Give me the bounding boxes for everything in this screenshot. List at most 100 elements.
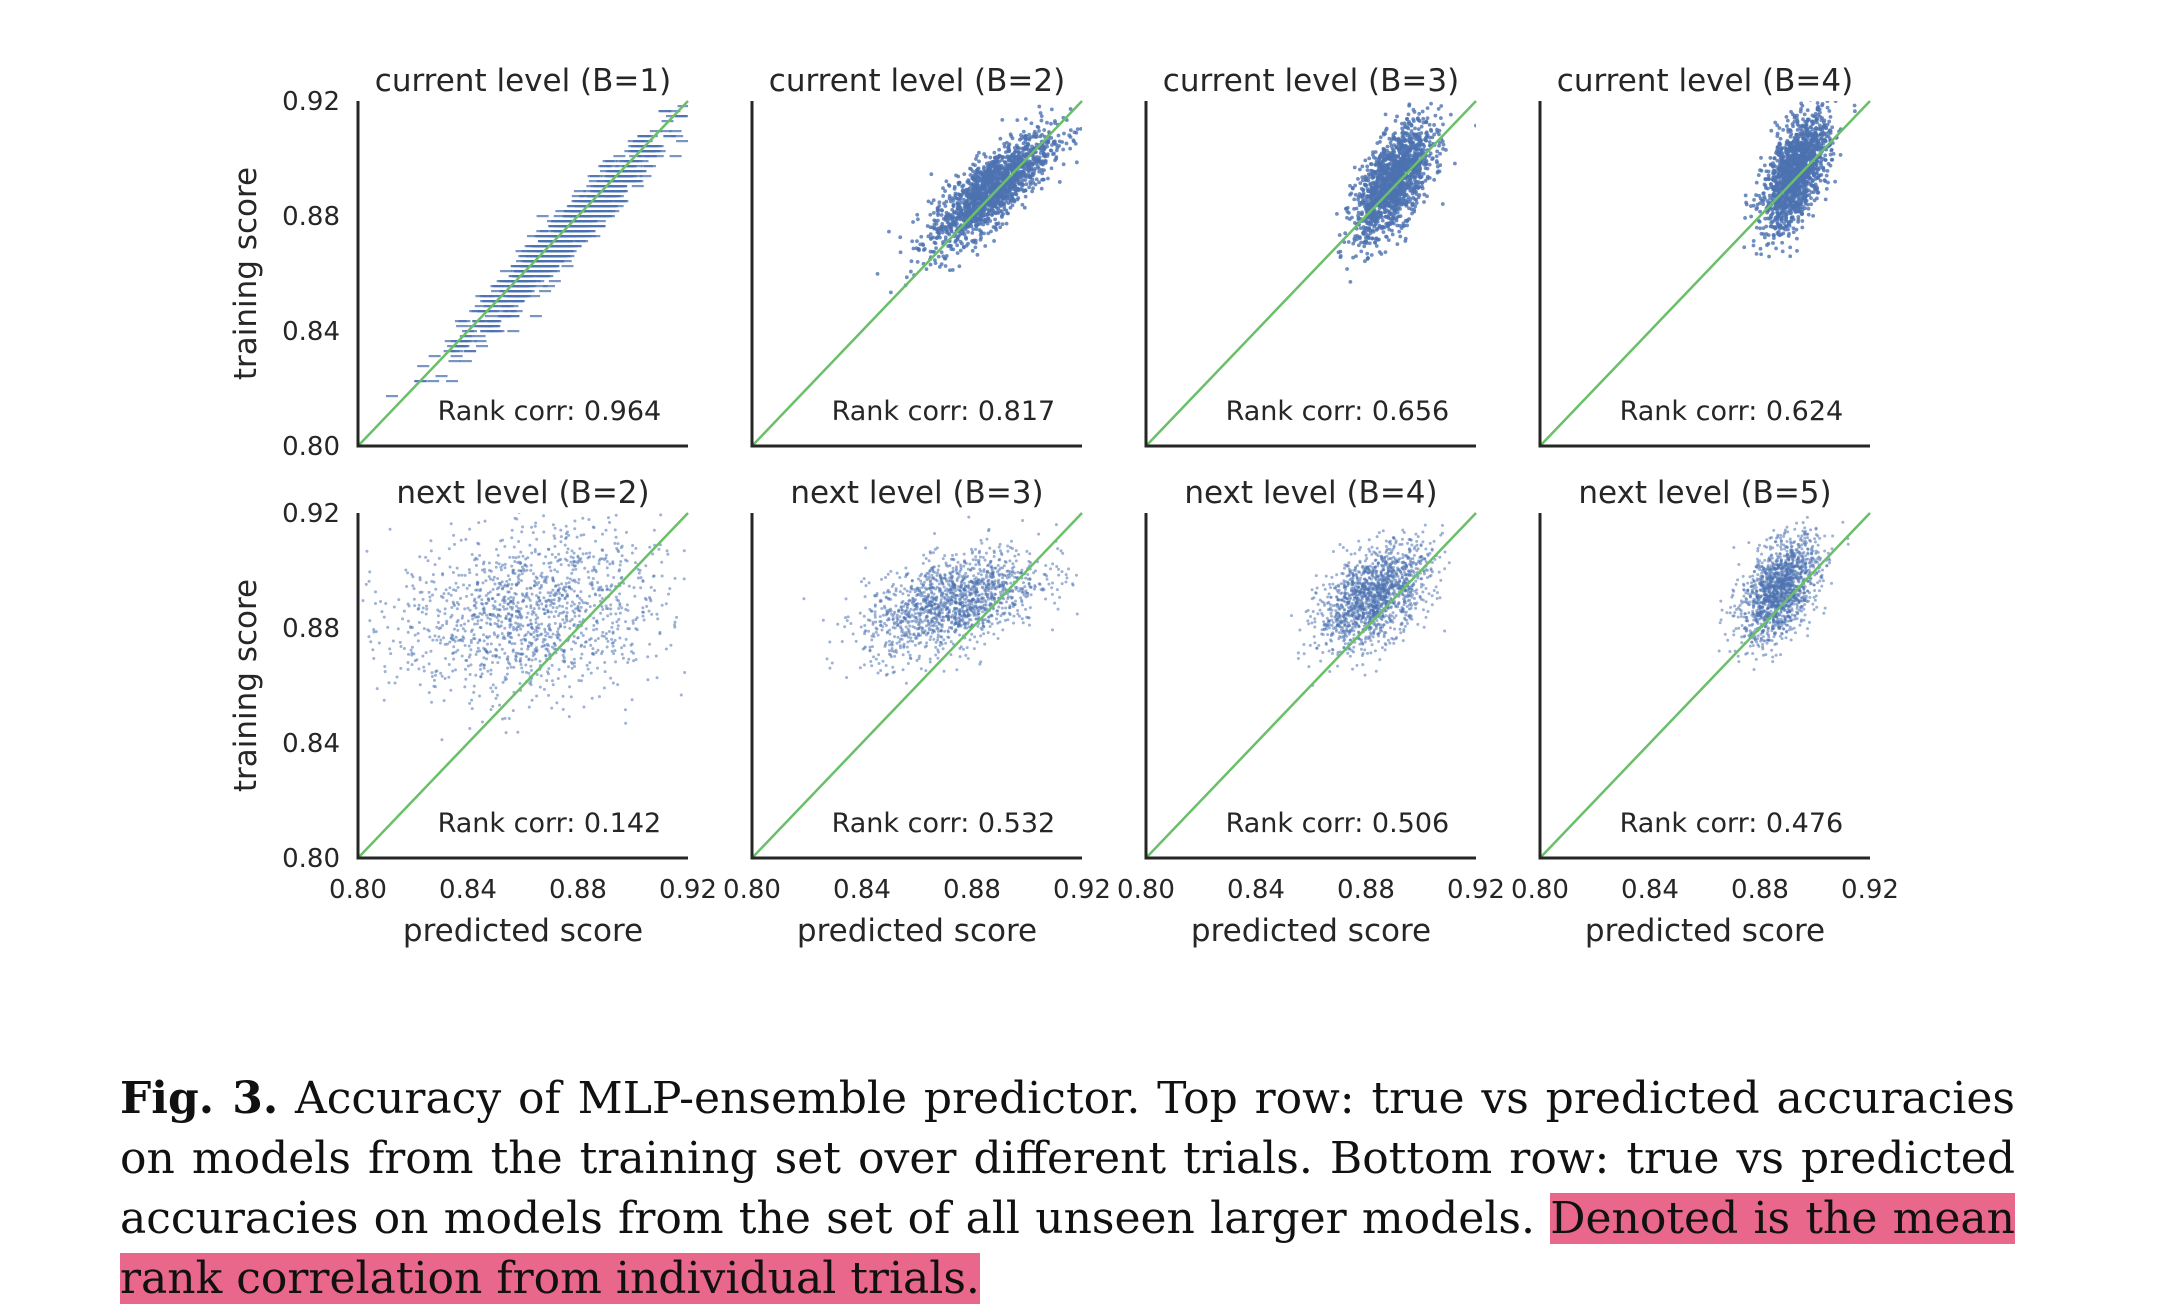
data-point	[1395, 242, 1399, 246]
data-point	[1420, 175, 1424, 179]
data-point	[1356, 177, 1360, 181]
data-point	[955, 243, 959, 247]
data-point	[507, 295, 519, 297]
data-point	[1432, 123, 1436, 127]
data-point	[1005, 168, 1009, 172]
data-point	[971, 177, 975, 181]
data-point	[1438, 129, 1442, 133]
data-point	[1335, 212, 1339, 216]
data-point	[1040, 119, 1044, 123]
data-point	[1079, 127, 1083, 131]
data-point	[978, 212, 982, 216]
data-point	[386, 395, 398, 397]
data-point	[1392, 143, 1396, 147]
data-point	[1789, 110, 1793, 114]
data-point	[985, 162, 989, 166]
data-point	[1068, 147, 1072, 151]
data-point	[979, 236, 983, 240]
scatter-figure: current level (B=1)Rank corr: 0.9640.800…	[0, 0, 2170, 960]
data-point	[583, 190, 595, 192]
data-point	[984, 155, 988, 159]
data-point	[1421, 117, 1425, 121]
data-point	[1010, 195, 1014, 199]
data-point	[1425, 159, 1429, 163]
data-point	[1408, 132, 1412, 136]
scatter-points	[386, 70, 727, 397]
data-point	[940, 228, 944, 232]
data-point	[600, 170, 612, 172]
data-point	[992, 162, 996, 166]
data-point	[992, 169, 996, 173]
data-point	[1381, 158, 1385, 162]
data-point	[616, 200, 628, 202]
data-point	[1403, 144, 1407, 148]
data-point	[594, 200, 606, 202]
data-point	[1365, 164, 1369, 168]
data-point	[998, 154, 1002, 158]
data-point	[1024, 117, 1028, 121]
data-point	[991, 187, 995, 191]
panel-1: current level (B=1)Rank corr: 0.9640.800…	[228, 63, 727, 462]
data-point	[969, 195, 973, 199]
data-point	[1435, 159, 1439, 163]
data-point	[938, 236, 942, 240]
data-point	[1415, 174, 1419, 178]
data-point	[1439, 116, 1443, 120]
data-point	[962, 198, 966, 202]
data-point	[941, 194, 945, 198]
data-point	[1354, 254, 1358, 258]
data-point	[696, 100, 708, 102]
data-point	[1022, 172, 1026, 176]
data-point	[1438, 152, 1442, 156]
data-point	[998, 137, 1002, 141]
data-point	[1401, 157, 1405, 161]
data-point	[1348, 280, 1352, 284]
data-point	[1391, 216, 1395, 220]
data-point	[1428, 163, 1432, 167]
data-point	[448, 360, 460, 362]
data-point	[944, 200, 948, 204]
data-point	[1791, 124, 1795, 128]
data-point	[1405, 219, 1409, 223]
data-point	[474, 335, 486, 337]
data-point	[962, 172, 966, 176]
data-point	[1382, 230, 1386, 234]
data-point	[1065, 142, 1069, 146]
data-point	[977, 151, 981, 155]
data-point	[991, 175, 995, 179]
data-point	[1037, 105, 1041, 109]
data-point	[1752, 239, 1756, 243]
data-point	[436, 375, 448, 377]
data-point	[916, 217, 920, 221]
data-point	[977, 166, 981, 170]
data-point	[500, 270, 512, 272]
data-point	[1382, 169, 1386, 173]
data-point	[516, 250, 528, 252]
data-point	[1411, 146, 1415, 150]
data-point	[1343, 231, 1347, 235]
data-point	[1040, 160, 1044, 164]
data-point	[1422, 200, 1426, 204]
data-point	[1442, 143, 1446, 147]
data-point	[628, 140, 640, 142]
data-point	[1015, 178, 1019, 182]
data-point	[1418, 171, 1422, 175]
data-point	[981, 173, 985, 177]
data-point	[1745, 203, 1749, 207]
data-point	[1818, 115, 1822, 119]
data-point	[937, 204, 941, 208]
data-point	[1053, 121, 1057, 125]
data-point	[940, 250, 944, 254]
data-point	[417, 365, 429, 367]
data-point	[1803, 113, 1807, 117]
data-point	[977, 159, 981, 163]
data-point	[532, 280, 544, 282]
data-point	[1386, 222, 1390, 226]
data-point	[1391, 147, 1395, 151]
data-point	[1380, 151, 1384, 155]
data-point	[1037, 170, 1041, 174]
data-point	[1417, 112, 1421, 116]
data-point	[1806, 203, 1810, 207]
data-point	[1360, 201, 1364, 205]
data-point	[948, 244, 952, 248]
